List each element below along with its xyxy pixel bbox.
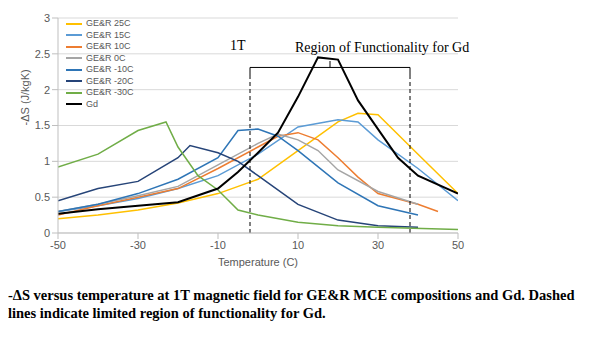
svg-text:Temperature (C): Temperature (C) bbox=[218, 256, 298, 268]
svg-text:3: 3 bbox=[44, 12, 50, 24]
svg-text:-ΔS (J/kgK): -ΔS (J/kgK) bbox=[19, 69, 31, 125]
html-text:Gd: Gd bbox=[86, 98, 98, 109]
html-text:GE&R -10C: GE&R -10C bbox=[86, 64, 134, 74]
html-text:GE&R -20C: GE&R -20C bbox=[86, 75, 134, 86]
html-text:1T: 1T bbox=[230, 38, 246, 53]
svg-text:2: 2 bbox=[44, 84, 50, 96]
html-text:Region of Functionality for Gd: Region of Functionality for Gd bbox=[295, 40, 470, 55]
html-text:-ΔS versus temperature at 1T m: -ΔS versus temperature at 1T magnetic fi… bbox=[8, 287, 575, 321]
html-text:GE&R 0C: GE&R 0C bbox=[86, 52, 126, 63]
svg-text:0.5: 0.5 bbox=[35, 191, 50, 203]
html-text:GE&R -30C: GE&R -30C bbox=[86, 87, 134, 97]
svg-text:1.5: 1.5 bbox=[35, 119, 50, 131]
svg-text:0: 0 bbox=[44, 227, 50, 239]
html-text:GE&R 25C: GE&R 25C bbox=[86, 18, 131, 28]
svg-text:1: 1 bbox=[44, 155, 50, 167]
svg-text:-50: -50 bbox=[50, 239, 66, 251]
html-text:GE&R 10C: GE&R 10C bbox=[86, 41, 131, 51]
svg-text:30: 30 bbox=[372, 239, 384, 251]
svg-text:10: 10 bbox=[292, 239, 304, 251]
svg-text:50: 50 bbox=[452, 239, 464, 251]
svg-text:-10: -10 bbox=[210, 239, 226, 251]
svg-text:2.5: 2.5 bbox=[35, 48, 50, 60]
svg-text:-30: -30 bbox=[130, 239, 146, 251]
html-text:GE&R 15C: GE&R 15C bbox=[86, 29, 131, 40]
